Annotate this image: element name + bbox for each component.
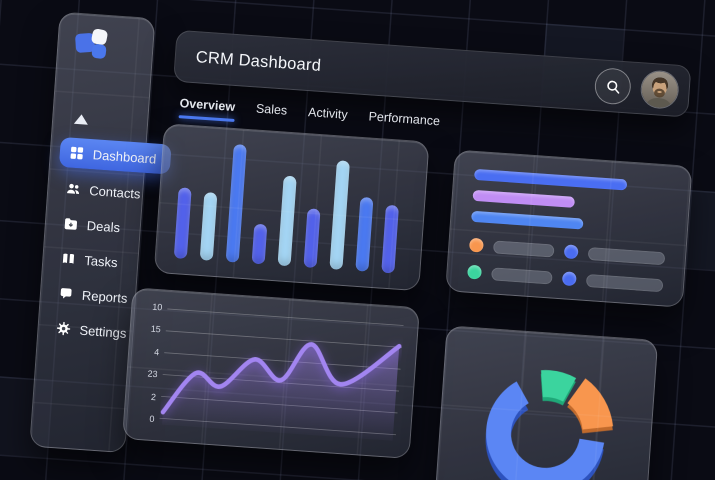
tab-label: Performance bbox=[368, 109, 441, 129]
summary-panel bbox=[445, 149, 693, 308]
active-tab-underline bbox=[178, 115, 235, 122]
tab-activity[interactable]: Activity bbox=[307, 105, 348, 130]
logo-square-blue-small bbox=[91, 43, 107, 60]
donut-segment-orange bbox=[567, 378, 614, 430]
sidebar-item-reports[interactable]: Reports bbox=[49, 279, 136, 313]
donut-chart-svg bbox=[486, 370, 614, 480]
summary-pill-1 bbox=[473, 168, 628, 191]
contacts-people-icon bbox=[65, 180, 82, 197]
user-avatar[interactable] bbox=[639, 69, 680, 110]
settings-gear-icon bbox=[55, 320, 72, 337]
tasks-book-icon bbox=[60, 250, 77, 267]
header-bar: CRM Dashboard bbox=[173, 29, 692, 118]
sidebar-item-tasks[interactable]: Tasks bbox=[52, 244, 139, 278]
legend-dot bbox=[468, 237, 484, 253]
sidebar: Dashboard Contacts Deals bbox=[29, 11, 172, 454]
sidebar-item-label: Tasks bbox=[83, 252, 119, 270]
bar-1 bbox=[173, 187, 192, 260]
bar-9 bbox=[381, 204, 400, 274]
grid-line bbox=[164, 352, 401, 370]
summary-pill-3 bbox=[471, 210, 584, 230]
bar-4 bbox=[251, 223, 268, 265]
y-tick-label: 15 bbox=[150, 324, 162, 335]
y-tick-label: 23 bbox=[147, 368, 158, 380]
avatar-portrait bbox=[640, 70, 679, 109]
sidebar-item-deals[interactable]: Deals bbox=[54, 209, 141, 243]
tab-label: Sales bbox=[255, 101, 288, 118]
bar-chart-panel bbox=[153, 123, 430, 292]
donut-chart bbox=[442, 335, 648, 480]
bar-5 bbox=[277, 175, 297, 267]
dashboard-grid-icon bbox=[68, 145, 85, 162]
sidebar-item-label: Reports bbox=[81, 287, 128, 306]
header-actions bbox=[593, 66, 680, 110]
bar-3 bbox=[225, 144, 247, 263]
donut-chart-panel bbox=[432, 325, 659, 480]
sidebar-item-label: Contacts bbox=[88, 182, 142, 202]
page-title: CRM Dashboard bbox=[195, 47, 322, 75]
legend-placeholder-bar bbox=[492, 239, 556, 258]
y-tick-label: 10 bbox=[151, 301, 163, 313]
bar-7 bbox=[329, 160, 350, 270]
line-chart-panel: 10 15 4 23 2 0 bbox=[122, 287, 420, 460]
line-chart-svg bbox=[159, 308, 404, 441]
sidebar-nav: Dashboard Contacts Deals bbox=[47, 136, 172, 348]
app-logo bbox=[74, 28, 119, 69]
tab-overview[interactable]: Overview bbox=[178, 96, 236, 122]
legend-placeholder-bar bbox=[588, 246, 666, 265]
grid-line bbox=[167, 308, 404, 326]
line-chart bbox=[159, 303, 404, 443]
y-tick-label: 4 bbox=[153, 346, 160, 358]
reports-chat-icon bbox=[57, 285, 74, 302]
tab-sales[interactable]: Sales bbox=[255, 101, 288, 125]
legend-placeholder-bar bbox=[491, 266, 554, 285]
legend-dot bbox=[564, 244, 579, 260]
search-icon bbox=[606, 80, 619, 94]
tab-performance[interactable]: Performance bbox=[368, 109, 441, 136]
bar-2 bbox=[199, 191, 218, 261]
sidebar-item-contacts[interactable]: Contacts bbox=[56, 174, 143, 208]
sidebar-item-label: Settings bbox=[79, 322, 127, 341]
line-area-fill bbox=[162, 344, 400, 441]
y-tick-label: 2 bbox=[150, 391, 157, 402]
tab-label: Activity bbox=[307, 105, 349, 122]
collapse-triangle-icon[interactable] bbox=[73, 113, 89, 125]
bar-chart bbox=[173, 140, 410, 274]
donut-segment-green bbox=[541, 370, 577, 402]
legend-dot bbox=[467, 264, 482, 280]
legend-dot bbox=[562, 271, 578, 287]
trend-line-path bbox=[160, 341, 402, 415]
bar-6 bbox=[303, 208, 321, 269]
legend-placeholder-bar bbox=[586, 273, 664, 292]
y-tick-label: 0 bbox=[149, 413, 155, 425]
deals-folder-icon bbox=[62, 215, 79, 232]
grid-line bbox=[165, 330, 403, 348]
logo-square-white bbox=[90, 28, 109, 46]
summary-pill-2 bbox=[472, 189, 575, 208]
tab-label: Overview bbox=[179, 96, 236, 114]
sidebar-item-dashboard[interactable]: Dashboard bbox=[58, 136, 172, 175]
bar-8 bbox=[355, 196, 374, 272]
sidebar-item-label: Dashboard bbox=[92, 146, 157, 167]
legend-grid bbox=[467, 237, 666, 293]
sidebar-item-settings[interactable]: Settings bbox=[47, 314, 134, 348]
donut-segment-blue bbox=[486, 381, 605, 480]
sidebar-item-label: Deals bbox=[86, 217, 121, 235]
search-button[interactable] bbox=[593, 67, 633, 106]
summary-pill-bars bbox=[471, 168, 670, 236]
